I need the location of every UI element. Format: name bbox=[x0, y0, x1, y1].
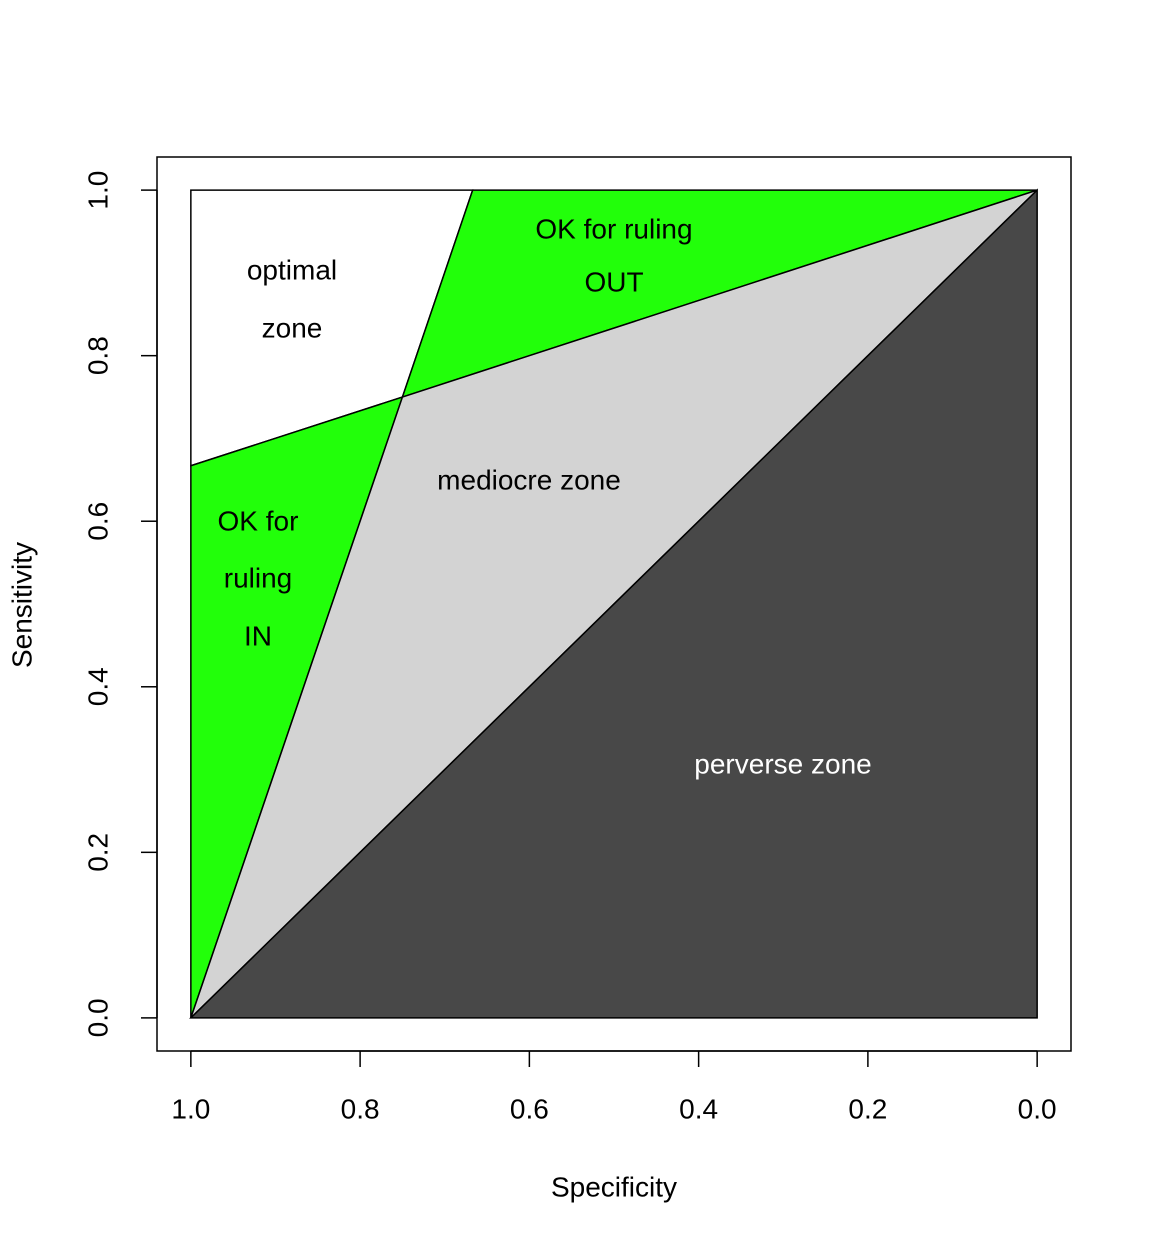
region-label: ruling bbox=[224, 562, 292, 593]
y-tick-label: 0.8 bbox=[82, 336, 113, 375]
region-label: OK for bbox=[218, 505, 299, 536]
region-label: OK for ruling bbox=[535, 213, 692, 244]
y-tick-label: 0.4 bbox=[82, 667, 113, 706]
x-tick-label: 0.0 bbox=[1018, 1093, 1057, 1124]
region-label: zone bbox=[262, 312, 323, 343]
x-tick-label: 0.4 bbox=[679, 1093, 718, 1124]
region-label: optimal bbox=[247, 254, 337, 285]
region-label: mediocre zone bbox=[437, 464, 621, 495]
y-axis-label: Sensitivity bbox=[6, 542, 37, 668]
x-axis-label: Specificity bbox=[551, 1171, 677, 1202]
y-tick-label: 0.6 bbox=[82, 502, 113, 541]
y-tick-label: 0.0 bbox=[82, 998, 113, 1037]
region-label: perverse zone bbox=[694, 748, 871, 779]
x-tick-label: 0.6 bbox=[510, 1093, 549, 1124]
y-tick-label: 1.0 bbox=[82, 171, 113, 210]
x-tick-label: 0.2 bbox=[848, 1093, 887, 1124]
region-label: OUT bbox=[584, 266, 643, 297]
x-tick-label: 1.0 bbox=[171, 1093, 210, 1124]
x-tick-label: 0.8 bbox=[341, 1093, 380, 1124]
region bbox=[189, 188, 1038, 1019]
region-label: IN bbox=[244, 620, 272, 651]
y-tick-label: 0.2 bbox=[82, 833, 113, 872]
